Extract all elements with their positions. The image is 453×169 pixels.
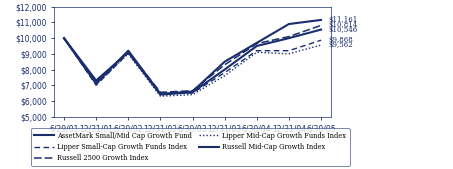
Text: $9,562: $9,562 xyxy=(328,41,353,49)
Text: $11,161: $11,161 xyxy=(328,16,357,24)
Text: $10,814: $10,814 xyxy=(328,21,357,29)
Legend: AssetMark Small/Mid Cap Growth Fund, Lipper Small-Cap Growth Funds Index, Russel: AssetMark Small/Mid Cap Growth Fund, Lip… xyxy=(31,128,350,166)
Text: $9,868: $9,868 xyxy=(328,36,353,44)
Text: $10,546: $10,546 xyxy=(328,26,357,34)
